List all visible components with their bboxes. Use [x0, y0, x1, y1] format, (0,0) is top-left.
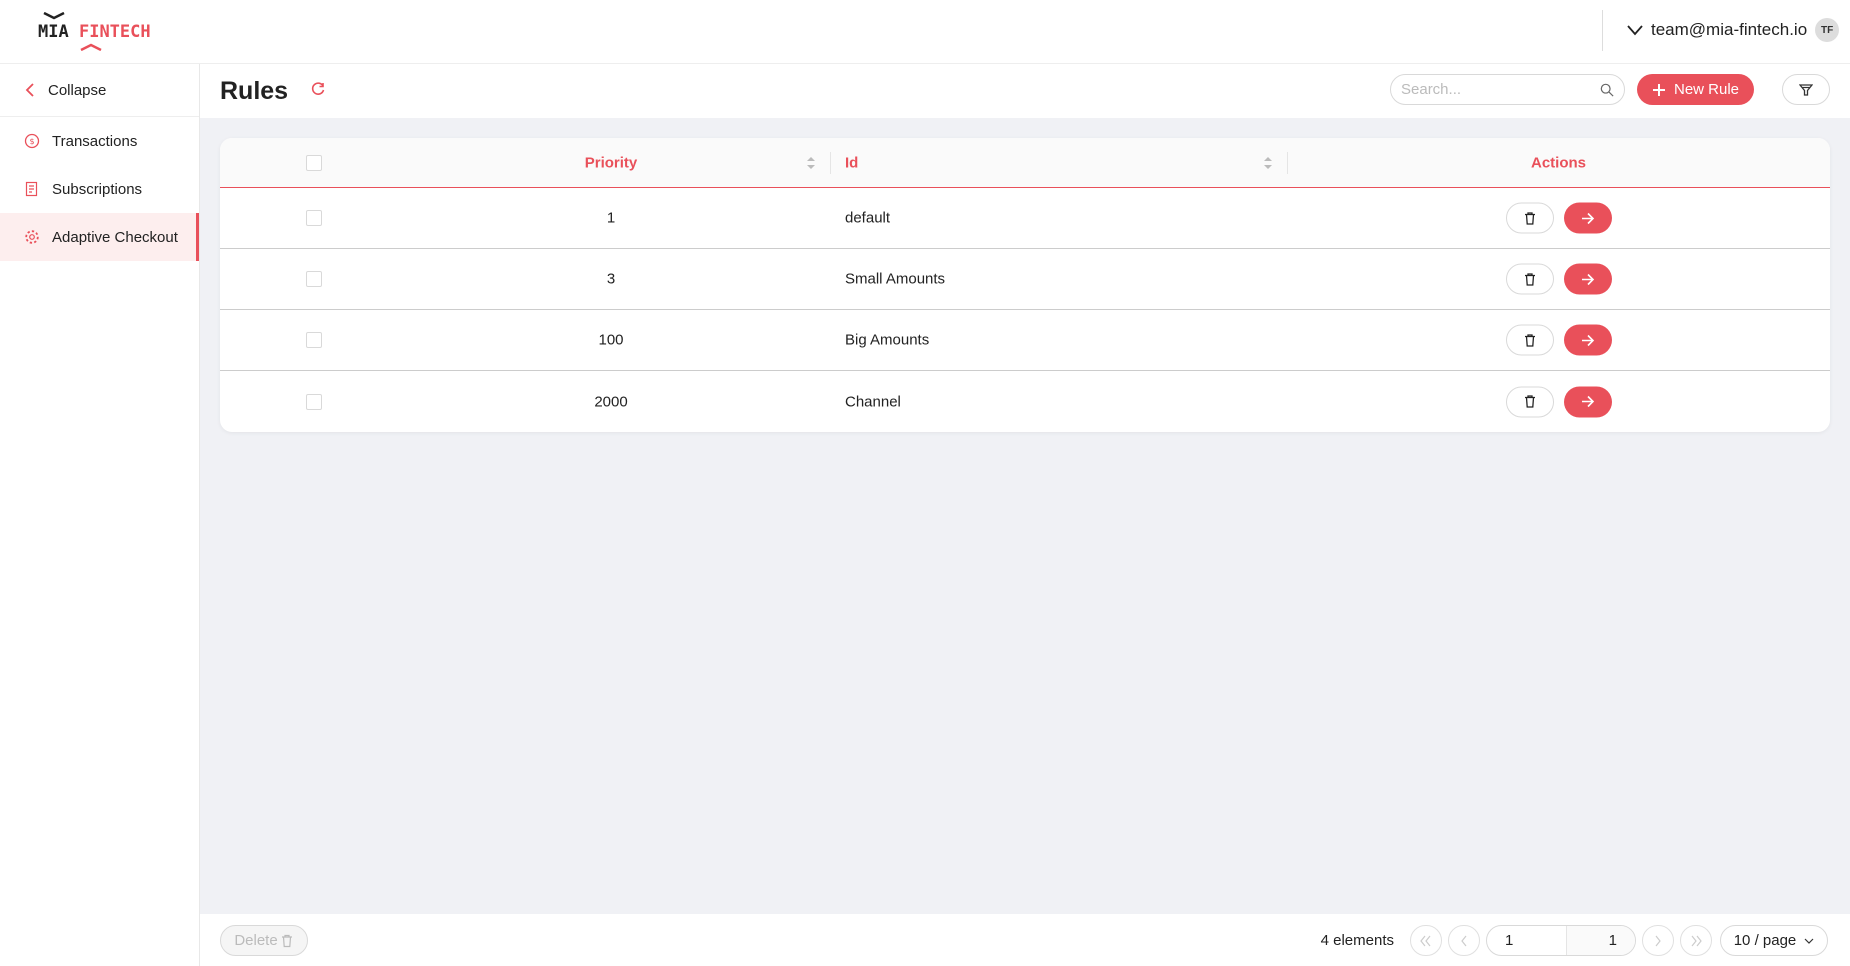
row-checkbox[interactable]: [306, 271, 322, 287]
footer-bar: Delete 4 elements 1 1 10 / page: [200, 914, 1850, 966]
chevron-down-icon: [1627, 25, 1643, 36]
delete-selected-button[interactable]: Delete: [220, 925, 308, 956]
column-priority[interactable]: Priority: [584, 154, 638, 171]
delete-rule-button[interactable]: [1506, 263, 1554, 295]
sidebar-item-transactions[interactable]: $ Transactions: [0, 117, 199, 165]
user-menu[interactable]: team@mia-fintech.io TF: [1627, 18, 1840, 42]
next-page-button[interactable]: [1642, 925, 1674, 956]
gear-icon: [25, 230, 39, 244]
cell-id: default: [845, 209, 891, 227]
trash-icon: [1525, 395, 1535, 408]
trash-icon: [1525, 333, 1535, 347]
filter-icon: [1799, 83, 1813, 96]
sidebar: Collapse $ Transactions Subscriptions Ad…: [0, 64, 200, 966]
divider: [1602, 10, 1603, 51]
user-email: team@mia-fintech.io: [1651, 20, 1808, 39]
sidebar-item-adaptive-checkout[interactable]: Adaptive Checkout: [0, 213, 199, 261]
open-rule-button[interactable]: [1564, 324, 1612, 356]
total-pages: 1: [1567, 926, 1635, 955]
cell-id: Big Amounts: [845, 331, 930, 349]
page-title: Rules: [220, 77, 289, 105]
logo-chevron-icon: [43, 12, 65, 20]
delete-rule-button[interactable]: [1506, 202, 1554, 234]
first-page-button[interactable]: [1410, 925, 1442, 956]
arrow-right-icon: [1582, 212, 1595, 224]
new-rule-button[interactable]: New Rule: [1637, 74, 1754, 105]
select-all-checkbox[interactable]: [306, 154, 322, 171]
cell-id: Channel: [845, 393, 901, 410]
chevron-left-icon: [25, 83, 34, 97]
rules-table: Priority Id Actions 1 default 3 Small Am…: [220, 138, 1830, 432]
pagination: 4 elements 1 1 10 / page: [1321, 925, 1828, 956]
search-field[interactable]: [1390, 74, 1625, 105]
trash-icon: [1525, 211, 1535, 225]
row-checkbox[interactable]: [306, 332, 322, 348]
table-header: Priority Id Actions: [220, 138, 1830, 188]
chevron-left-icon: [1461, 935, 1467, 946]
arrow-right-icon: [1582, 273, 1595, 285]
search-input[interactable]: [1401, 81, 1600, 98]
double-chevron-left-icon: [1420, 935, 1431, 946]
top-bar: MIA FINTECH team@mia-fintech.io TF: [0, 0, 1850, 64]
svg-text:$: $: [29, 137, 34, 146]
page-input[interactable]: 1 1: [1486, 925, 1636, 956]
column-divider: [1287, 152, 1288, 174]
trash-icon: [1525, 272, 1535, 286]
column-actions: Actions: [1530, 154, 1586, 171]
row-checkbox[interactable]: [306, 210, 322, 226]
double-chevron-right-icon: [1691, 935, 1702, 946]
cell-priority: 2000: [594, 393, 628, 410]
chevron-right-icon: [1655, 935, 1661, 946]
cell-id: Small Amounts: [845, 270, 946, 288]
logo: MIA FINTECH: [38, 10, 158, 54]
element-count: 4 elements: [1320, 932, 1394, 949]
filter-button[interactable]: [1782, 74, 1830, 105]
dollar-circle-icon: $: [24, 133, 40, 149]
chevron-down-icon: [1804, 938, 1814, 944]
open-rule-button[interactable]: [1564, 263, 1612, 295]
logo-chevron-up-icon: [80, 43, 102, 51]
column-divider: [830, 152, 831, 174]
table-row: 2000 Channel: [220, 371, 1830, 432]
page-size-select[interactable]: 10 / page: [1720, 925, 1828, 956]
page-header: Rules New Rule: [200, 64, 1850, 118]
table-row: 100 Big Amounts: [220, 310, 1830, 371]
plus-icon: [1652, 83, 1665, 96]
column-id[interactable]: Id: [845, 154, 859, 171]
table-row: 3 Small Amounts: [220, 249, 1830, 310]
refresh-icon[interactable]: [310, 81, 326, 97]
cell-priority: 1: [606, 209, 616, 227]
table-row: 1 default: [220, 188, 1830, 249]
prev-page-button[interactable]: [1448, 925, 1480, 956]
row-checkbox[interactable]: [306, 393, 322, 410]
current-page[interactable]: 1: [1487, 926, 1567, 955]
search-icon[interactable]: [1600, 82, 1614, 98]
delete-rule-button[interactable]: [1506, 386, 1554, 417]
sort-icon[interactable]: [1264, 156, 1272, 169]
sidebar-item-subscriptions[interactable]: Subscriptions: [0, 165, 199, 213]
open-rule-button[interactable]: [1564, 386, 1612, 417]
arrow-right-icon: [1582, 395, 1595, 408]
cell-priority: 3: [606, 270, 616, 288]
sort-icon[interactable]: [807, 156, 815, 169]
trash-icon: [281, 934, 292, 947]
collapse-button[interactable]: Collapse: [0, 64, 199, 117]
receipt-icon: [25, 181, 38, 197]
delete-rule-button[interactable]: [1506, 324, 1554, 356]
last-page-button[interactable]: [1680, 925, 1712, 956]
arrow-right-icon: [1582, 334, 1595, 346]
open-rule-button[interactable]: [1564, 202, 1612, 234]
avatar: TF: [1815, 18, 1840, 42]
cell-priority: 100: [598, 331, 624, 349]
